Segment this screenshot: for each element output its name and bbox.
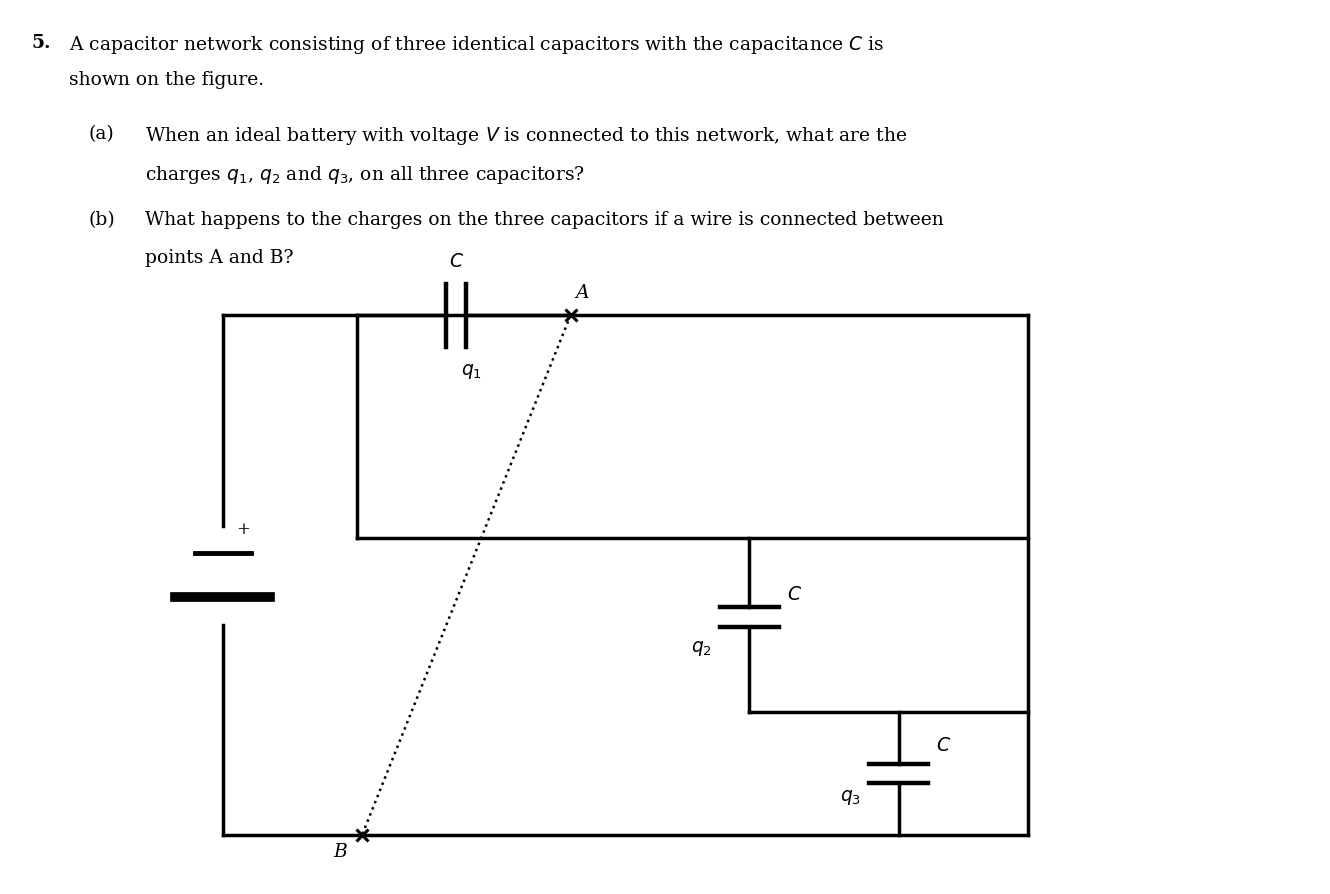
Text: $q_3$: $q_3$ (839, 789, 861, 807)
Text: What happens to the charges on the three capacitors if a wire is connected betwe: What happens to the charges on the three… (145, 211, 944, 229)
Text: $C$: $C$ (448, 253, 464, 271)
Text: +: + (237, 521, 250, 538)
Text: (b): (b) (89, 211, 116, 229)
Text: $q_2$: $q_2$ (690, 638, 712, 658)
Text: $q_1$: $q_1$ (462, 362, 483, 381)
Text: charges $q_1$, $q_2$ and $q_3$, on all three capacitors?: charges $q_1$, $q_2$ and $q_3$, on all t… (145, 164, 585, 186)
Text: 5.: 5. (32, 34, 52, 52)
Text: A: A (576, 284, 589, 302)
Text: points A and B?: points A and B? (145, 249, 294, 267)
Text: shown on the figure.: shown on the figure. (69, 71, 263, 89)
Text: (a): (a) (89, 125, 114, 143)
Text: $C$: $C$ (787, 586, 802, 604)
Text: When an ideal battery with voltage $V$ is connected to this network, what are th: When an ideal battery with voltage $V$ i… (145, 125, 908, 147)
Text: $C$: $C$ (936, 737, 951, 755)
Text: B: B (334, 843, 347, 861)
Text: A capacitor network consisting of three identical capacitors with the capacitanc: A capacitor network consisting of three … (69, 34, 884, 56)
